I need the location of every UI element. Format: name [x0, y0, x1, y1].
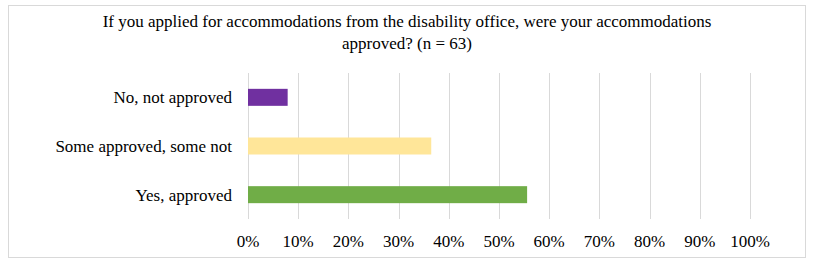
tick-label: 40% — [433, 232, 464, 251]
tick-label: 10% — [283, 232, 314, 251]
tick-label: 60% — [534, 232, 565, 251]
grid-line — [750, 73, 751, 219]
grid-line — [549, 73, 550, 219]
tick-label: 0% — [237, 232, 260, 251]
chart: If you applied for accommodations from t… — [0, 0, 814, 270]
bar — [248, 89, 288, 106]
tick-label: 70% — [584, 232, 615, 251]
bar — [248, 186, 527, 203]
chart-frame — [9, 6, 806, 258]
tick-label: 30% — [383, 232, 414, 251]
grid-line — [650, 73, 651, 219]
tick-label: 100% — [730, 232, 770, 251]
bar — [248, 138, 431, 155]
tick-label: 80% — [634, 232, 665, 251]
bars — [248, 89, 527, 203]
chart-title: If you applied for accommodations from t… — [103, 12, 712, 53]
category-label: Yes, approved — [136, 186, 233, 205]
grid-line — [599, 73, 600, 219]
tick-label: 50% — [483, 232, 514, 251]
tick-label: 20% — [333, 232, 364, 251]
category-label: Some approved, some not — [55, 137, 232, 156]
grid-line — [700, 73, 701, 219]
category-label: No, not approved — [113, 88, 232, 107]
tick-label: 90% — [684, 232, 715, 251]
